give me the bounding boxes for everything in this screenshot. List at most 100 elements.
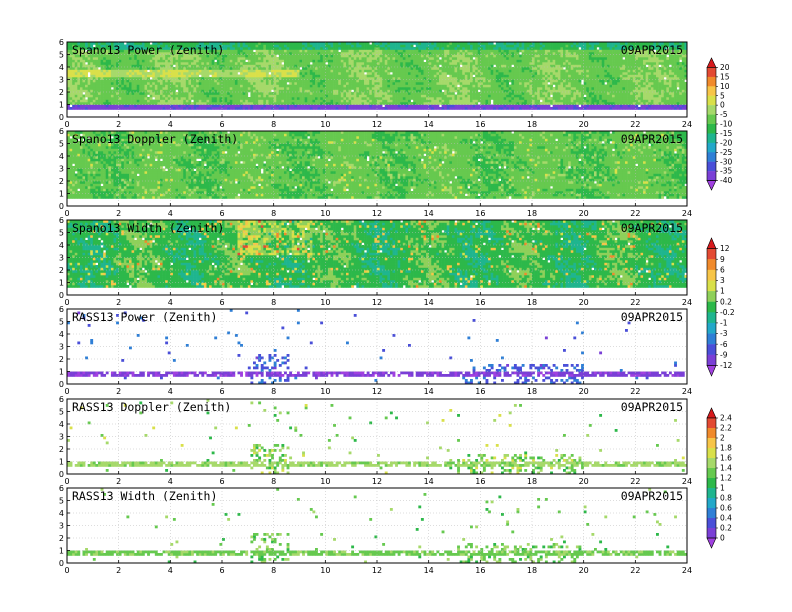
data-cell [480,62,483,65]
data-cell [212,67,215,70]
data-cell [230,57,233,60]
data-cell [129,92,132,95]
data-cell [511,80,514,83]
data-cell [276,105,279,108]
data-cell [411,57,414,60]
data-cell [408,95,411,98]
data-cell [83,87,86,90]
data-cell [297,87,300,90]
data-cell [225,45,228,48]
data-cell [245,105,248,108]
data-cell [173,87,176,90]
data-cell [75,62,78,65]
data-cell [504,85,507,88]
data-cell [470,75,473,78]
data-cell [416,67,419,70]
data-cell [416,60,419,63]
data-cell [253,97,256,100]
data-cell [514,107,517,110]
data-cell [390,97,393,100]
data-cell [292,72,295,75]
data-cell [488,100,491,103]
data-cell [377,75,380,78]
data-cell [287,80,290,83]
data-cell [248,100,251,103]
data-cell [356,67,359,70]
data-cell [170,72,173,75]
data-cell [359,72,362,75]
data-cell [230,47,233,50]
data-cell [398,107,401,110]
data-cell [333,97,336,100]
data-cell [212,75,215,78]
data-cell [540,85,543,88]
data-cell [165,92,168,95]
data-cell [124,100,127,103]
data-cell [207,57,210,60]
data-cell [403,107,406,110]
data-cell [462,105,465,108]
data-cell [114,92,117,95]
data-cell [155,105,158,108]
data-cell [511,50,514,53]
data-cell [341,75,344,78]
data-cell [276,92,279,95]
data-cell [318,75,321,78]
data-cell [139,75,142,78]
data-cell [390,82,393,85]
data-cell [359,100,362,103]
data-cell [103,95,106,98]
data-cell [263,97,266,100]
data-cell [493,45,496,48]
data-cell [114,57,117,60]
data-cell [480,45,483,48]
data-cell [517,100,520,103]
data-cell [312,47,315,50]
data-cell [436,70,439,73]
data-cell [442,85,445,88]
data-cell [343,57,346,60]
data-cell [356,45,359,48]
data-cell [460,75,463,78]
data-cell [191,105,194,108]
data-cell [90,80,93,83]
data-cell [93,95,96,98]
data-cell [483,47,486,50]
data-cell [204,60,207,63]
data-cell [256,95,259,98]
data-cell [98,85,101,88]
data-cell [405,57,408,60]
data-cell [173,57,176,60]
data-cell [395,100,398,103]
data-cell [473,107,476,110]
data-cell [294,95,297,98]
data-cell [300,105,303,108]
data-cell [263,85,266,88]
data-cell [447,95,450,98]
data-cell [217,97,220,100]
data-cell [400,75,403,78]
data-cell [142,97,145,100]
data-cell [312,105,315,108]
data-cell [493,92,496,95]
data-cell [212,107,215,110]
data-cell [524,97,527,100]
data-cell [341,95,344,98]
data-cell [266,60,269,63]
data-cell [491,70,494,73]
data-cell [545,47,548,50]
data-cell [351,95,354,98]
data-cell [532,80,535,83]
data-cell [431,85,434,88]
data-cell [253,57,256,60]
data-cell [460,85,463,88]
data-cell [372,75,375,78]
data-cell [160,107,163,110]
data-cell [222,107,225,110]
data-cell [201,67,204,70]
data-cell [191,62,194,65]
data-cell [405,95,408,98]
data-cell [532,82,535,85]
data-cell [284,75,287,78]
data-cell [300,95,303,98]
